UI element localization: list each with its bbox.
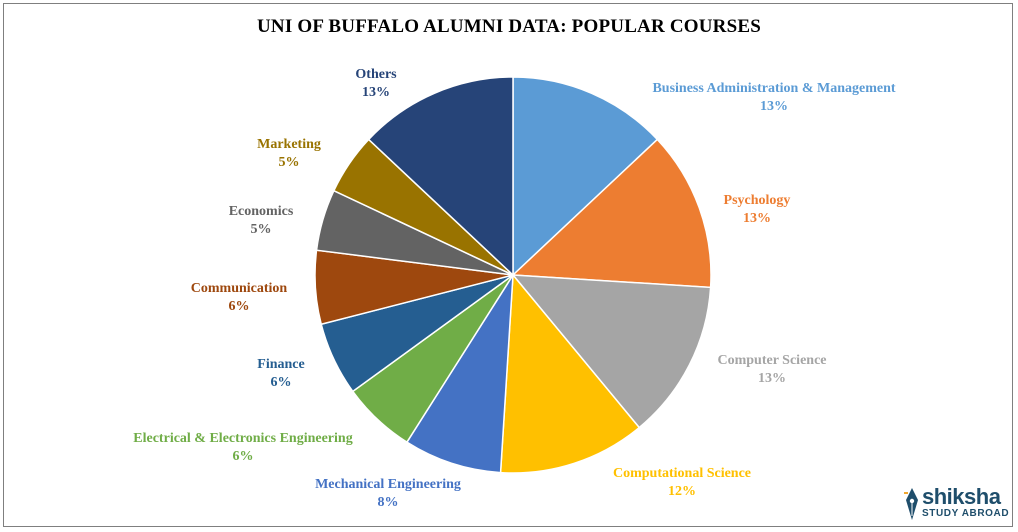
slice-label: Mechanical Engineering (315, 477, 461, 492)
pie-slice (499, 273, 641, 474)
slice-label: Computational Science (613, 466, 751, 481)
slice-value-label: 6% (229, 299, 250, 314)
slice-label: Electrical & Electronics Engineering (133, 431, 352, 446)
slice-label: Communication (191, 281, 288, 296)
slice-value-label: 5% (251, 222, 272, 237)
pie-slice (511, 138, 712, 289)
slice-label: Economics (229, 204, 294, 219)
pie-slice (511, 274, 712, 429)
pen-nib-icon (904, 488, 918, 520)
slice-value-label: 12% (668, 484, 696, 499)
logo-name: shiksha (922, 484, 1001, 509)
slice-value-label: 13% (743, 211, 771, 226)
chart-title: UNI OF BUFFALO ALUMNI DATA: POPULAR COUR… (256, 16, 762, 37)
slice-value-label: 8% (378, 495, 399, 510)
slice-value-label: 13% (760, 99, 788, 114)
pie-slice (367, 76, 514, 277)
slice-value-label: 6% (271, 375, 292, 390)
slice-label: Business Administration & Management (652, 81, 895, 96)
slice-label: Computer Science (718, 353, 827, 368)
pie-slice (512, 76, 659, 277)
slice-label: Finance (257, 357, 304, 372)
slice-value-label: 13% (362, 85, 390, 100)
slice-label: Marketing (257, 137, 321, 152)
slice-label: Psychology (724, 193, 791, 208)
pie-labels: Business Administration & Management 13% P… (133, 67, 896, 510)
slice-value-label: 13% (758, 371, 786, 386)
pie-slices (314, 76, 712, 474)
shiksha-logo: shiksha STUDY ABROAD (902, 484, 1014, 524)
slice-value-label: 6% (233, 449, 254, 464)
slice-label: Others (355, 67, 397, 82)
slice-value-label: 5% (279, 155, 300, 170)
pie-slice (405, 274, 514, 474)
logo-tagline: STUDY ABROAD (922, 508, 1010, 519)
